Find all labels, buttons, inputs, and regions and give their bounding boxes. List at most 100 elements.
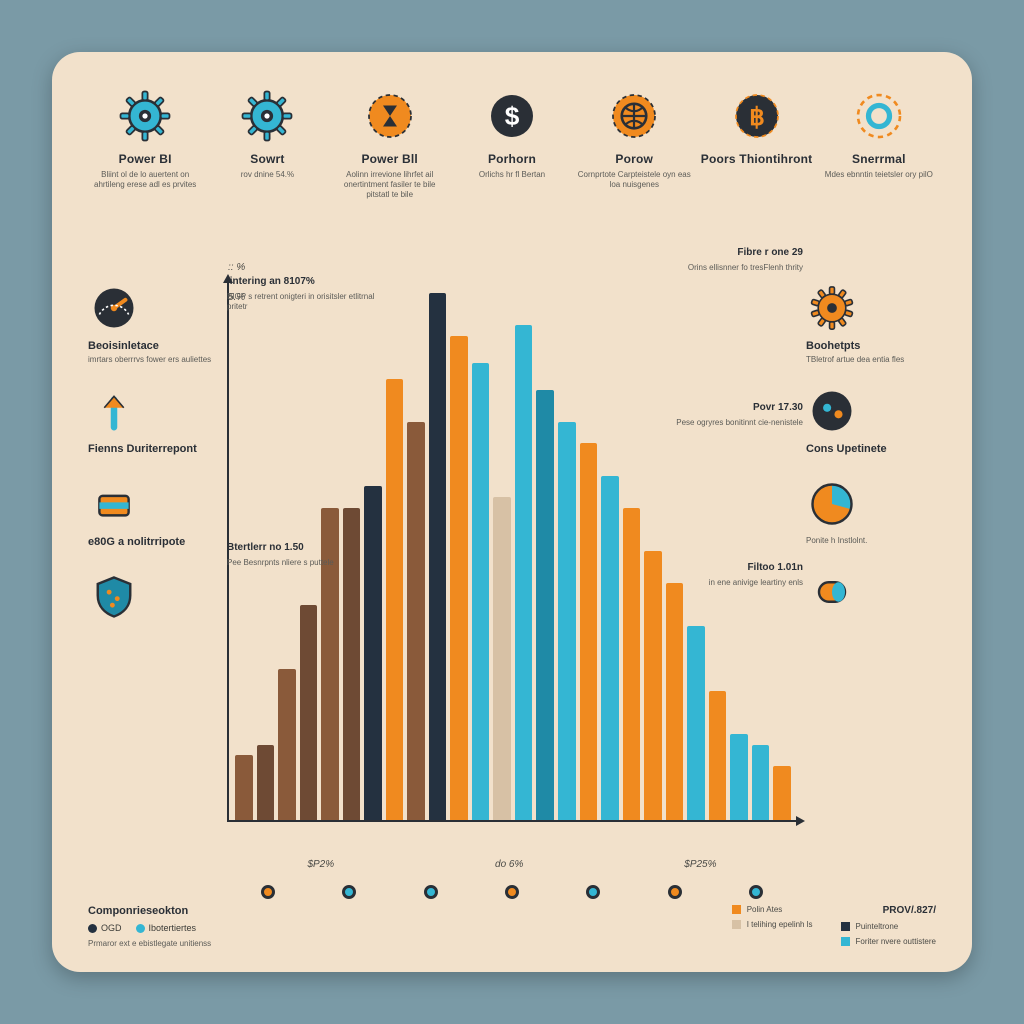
side-item-desc: Ponite h Instlolnt. — [806, 536, 867, 546]
gauge-dark-icon — [806, 385, 858, 437]
trace-node-3 — [505, 885, 519, 899]
right-side-column: Boohetpts TBletrof artue dea entia fles … — [806, 282, 936, 624]
callout-desc: Pese ogryres bonitinnt cie-nenistele — [676, 418, 803, 427]
footer-desc: Prmaror ext e ebistlegate unitienss — [88, 939, 211, 948]
legend-grid-a: Polin Ates I telihing epelinh ls — [732, 905, 813, 929]
callout-title: Filtoo 1.01n — [653, 562, 803, 575]
bar-chart: lintering an 8107% BIGP s retrent onigte… — [227, 282, 797, 822]
side-item-desc: imrtars oberrrvs fower ers auliettes — [88, 355, 211, 365]
trace-node-5 — [668, 885, 682, 899]
left-item-0: Beoisinletace imrtars oberrrvs fower ers… — [88, 282, 211, 365]
legend-inline-1: Ibotertiertes — [136, 923, 197, 933]
callout-desc: Orins ellisnner fo tresFlenh thrity — [688, 263, 803, 272]
trace-node-0 — [261, 885, 275, 899]
side-item-title: Beoisinletace — [88, 340, 211, 352]
callout-title: Fibre r one 29 — [653, 247, 803, 260]
right-item-3 — [806, 566, 858, 624]
top-item-6: Snerrmal Mdes ebnntin teietsler ory pilO — [822, 88, 936, 200]
pct-label: :: % — [228, 262, 245, 273]
top-item-desc: Mdes ebnntin teietsler ory pilO — [825, 170, 933, 180]
bar-23 — [730, 734, 748, 820]
footer-title: Componrieseokton — [88, 905, 211, 917]
top-icon-row: Power BI Bliint ol de lo auertent on ahr… — [88, 88, 936, 200]
top-item-title: Poors Thiontihront — [701, 152, 813, 166]
left-item-1: Fienns Duriterrepont — [88, 385, 197, 458]
trace-node-2 — [424, 885, 438, 899]
bar-9 — [429, 293, 447, 820]
x-axis-arrow-icon — [796, 816, 805, 826]
side-item-desc: TBletrof artue dea entia fles — [806, 355, 904, 365]
top-item-5: ฿ Poors Thiontihront — [699, 88, 813, 200]
top-item-4: Porow Cornprtote Carpteistele oyn eas lo… — [577, 88, 691, 200]
chart-area: lintering an 8107% BIGP s retrent onigte… — [227, 282, 797, 822]
baht-icon: ฿ — [729, 88, 785, 144]
x-label-1: do 6% — [495, 859, 523, 870]
bar-10 — [450, 336, 468, 820]
box-icon — [88, 478, 140, 530]
legend-row: Polin Ates — [732, 905, 813, 914]
callout-title: Povr 17.30 — [653, 402, 803, 415]
top-item-title: Power BI — [119, 152, 172, 166]
footer-right: Polin Ates I telihing epelinh ls PROV/.82… — [732, 905, 936, 946]
gear-teal-icon — [117, 88, 173, 144]
ring-icon — [851, 88, 907, 144]
left-item-2: e80G a nolitrripote — [88, 478, 185, 551]
bar-21 — [687, 626, 705, 820]
bar-25 — [773, 766, 791, 820]
infographic-card: Power BI Bliint ol de lo auertent on ahr… — [52, 52, 972, 972]
x-label-2: $P25% — [684, 859, 716, 870]
shield-icon — [88, 571, 140, 623]
trace-node-4 — [586, 885, 600, 899]
bar-3 — [300, 605, 318, 820]
bar-7 — [386, 379, 404, 820]
svg-text:฿: ฿ — [749, 104, 765, 131]
svg-text:$: $ — [505, 101, 520, 131]
bar-13 — [515, 325, 533, 820]
x-label-0: $P2% — [307, 859, 334, 870]
bar-6 — [364, 486, 382, 820]
top-item-title: Porow — [615, 152, 653, 166]
side-item-title: e80G a nolitrripote — [88, 536, 185, 548]
callout-desc: BIGP s retrent onigteri in orisitsler et… — [227, 292, 374, 311]
gauge-icon — [88, 282, 140, 334]
bar-14 — [536, 390, 554, 820]
top-item-2: Power Bll Aolinn irrevione lihrfet ail o… — [333, 88, 447, 200]
bar-22 — [709, 691, 727, 820]
top-item-desc: Orlichs hr fl Bertan — [479, 170, 545, 180]
legend-inline: OGDIbotertiertes — [88, 923, 211, 933]
side-item-title: Cons Upetinete — [806, 443, 887, 455]
callout-3: Povr 17.30 Pese ogryres bonitinnt cie-ne… — [653, 402, 803, 428]
footer-left: Componrieseokton OGDIbotertiertes Prmaro… — [88, 905, 211, 948]
gear-teal-icon — [239, 88, 295, 144]
top-item-0: Power BI Bliint ol de lo auertent on ahr… — [88, 88, 202, 200]
bar-11 — [472, 363, 490, 820]
side-item-title: Boohetpts — [806, 340, 904, 352]
bar-20 — [666, 583, 684, 820]
legend-row: Puinteltrone — [841, 922, 936, 931]
trace-node-1 — [342, 885, 356, 899]
legend-row: I telihing epelinh ls — [732, 920, 813, 929]
bar-12 — [493, 497, 511, 820]
bar-15 — [558, 422, 576, 820]
right-item-0: Boohetpts TBletrof artue dea entia fles — [806, 282, 904, 365]
arrow-up-icon — [88, 385, 140, 437]
legend-row: Foriter nvere outtistere — [841, 937, 936, 946]
left-item-3 — [88, 571, 140, 629]
side-item-title: Fienns Duriterrepont — [88, 443, 197, 455]
footer-right-title: PROV/.827/ — [841, 905, 936, 916]
legend-grid-b: Puinteltrone Foriter nvere outtistere — [841, 922, 936, 946]
right-item-1: Cons Upetinete — [806, 385, 887, 458]
bar-0 — [235, 755, 253, 820]
bar-8 — [407, 422, 425, 820]
trace-node-6 — [749, 885, 763, 899]
callout-0: lintering an 8107% BIGP s retrent onigte… — [227, 276, 377, 312]
bar-1 — [257, 745, 275, 820]
top-item-3: $ Porhorn Orlichs hr fl Bertan — [455, 88, 569, 200]
gear-orange-icon — [806, 282, 858, 334]
hourglass-icon — [362, 88, 418, 144]
footer: Componrieseokton OGDIbotertiertes Prmaro… — [88, 905, 936, 948]
callout-2: Fibre r one 29 Orins ellisnner fo tresFl… — [653, 247, 803, 273]
pie-icon — [806, 478, 858, 530]
top-item-title: Power Bll — [361, 152, 417, 166]
capsule-icon — [806, 566, 858, 618]
